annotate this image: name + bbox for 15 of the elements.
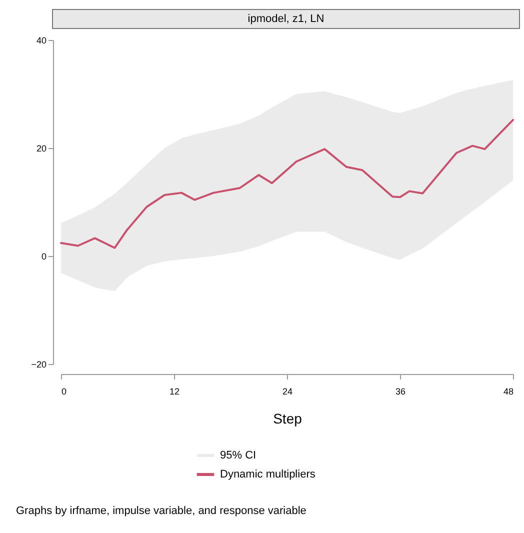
x-tick-label: 24 bbox=[282, 386, 293, 396]
x-tick-label: 12 bbox=[169, 386, 180, 396]
text: 95% CI bbox=[220, 450, 256, 462]
chart-title: ipmodel, z1, LN bbox=[52, 9, 520, 29]
y-tick-label: 0 bbox=[41, 252, 46, 262]
y-tick-label: −20 bbox=[31, 360, 46, 370]
legend-label: Dynamic multipliers bbox=[220, 468, 316, 480]
x-tick-label: 0 bbox=[62, 386, 67, 396]
line-series bbox=[60, 118, 514, 249]
x-axis-title: Step bbox=[273, 410, 302, 426]
text: Graphs by irfname, impulse variable, and response variable bbox=[16, 505, 306, 517]
y-tick-label: 20 bbox=[36, 144, 46, 154]
y-tick-label: 40 bbox=[36, 36, 46, 46]
x-tick-label: 36 bbox=[395, 386, 406, 396]
x-tick-label: 48 bbox=[503, 386, 514, 396]
